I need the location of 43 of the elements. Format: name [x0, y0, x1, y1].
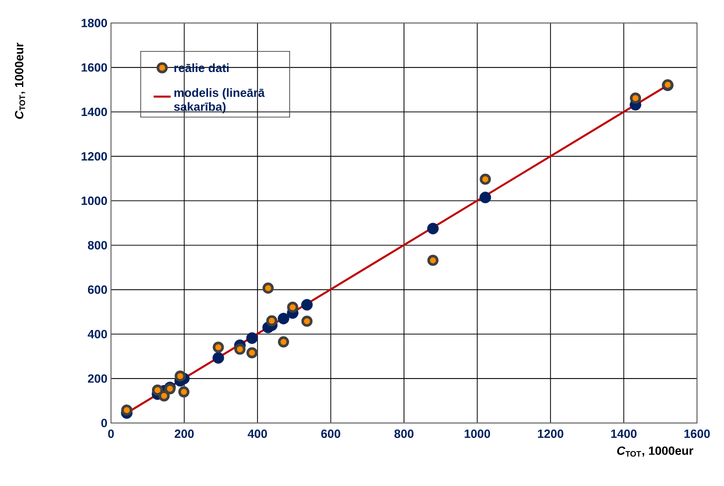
y-tick-label: 0 [101, 418, 107, 428]
point [301, 316, 313, 327]
point [480, 174, 491, 185]
y-tick-label: 1400 [82, 108, 107, 116]
point [266, 315, 278, 326]
point [174, 370, 186, 382]
x-tick-label: 0 [108, 430, 114, 438]
y-tick-label: 800 [88, 240, 107, 250]
point [287, 302, 298, 313]
x-tick-label: 600 [321, 430, 340, 438]
point [234, 344, 246, 355]
point [178, 386, 190, 398]
point [212, 342, 224, 353]
x-axis-title: C$_{TOT}$, 1000eur [617, 446, 694, 457]
point [301, 299, 313, 311]
point [152, 384, 164, 396]
point [630, 92, 642, 104]
x-tick-label: 200 [174, 430, 194, 438]
x-tick-label: 1000 [464, 430, 490, 438]
point [480, 192, 492, 204]
y-tick-label: 200 [88, 374, 107, 383]
y-tick-label: 600 [88, 285, 107, 294]
point [246, 332, 258, 344]
y-tick-label: 1800 [82, 18, 107, 28]
point [121, 404, 132, 416]
x-tick-label: 1600 [684, 430, 710, 438]
point [212, 352, 224, 364]
x-tick-label: 1200 [538, 430, 564, 438]
y-tick-label: 1600 [82, 63, 107, 72]
y-tick-label: 1000 [82, 196, 107, 205]
y-axis-title: C$_{TOT}$, 1000eur [14, 42, 26, 119]
point [158, 390, 170, 402]
point [278, 336, 290, 348]
y-tick-label: 400 [88, 330, 107, 338]
point [427, 222, 439, 234]
x-tick-label: 800 [394, 430, 414, 438]
point [427, 254, 439, 266]
y-tick-label: 1200 [82, 152, 107, 161]
point [262, 282, 274, 294]
x-tick-label: 400 [248, 430, 267, 438]
point [278, 312, 290, 324]
point [246, 347, 258, 358]
x-tick-label: 1400 [611, 430, 637, 438]
